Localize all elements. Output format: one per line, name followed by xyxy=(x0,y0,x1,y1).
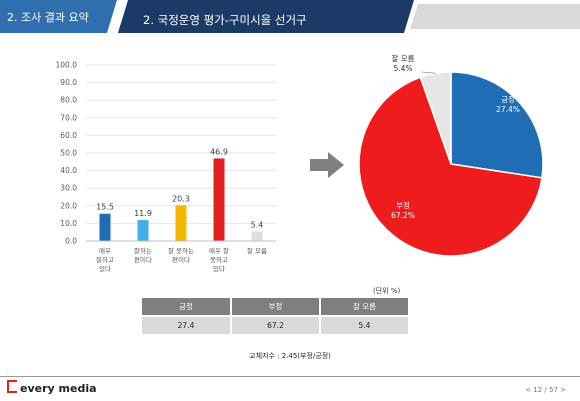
x-category-label: 편이다 xyxy=(134,255,152,264)
unit-label: (단위 %) xyxy=(373,287,401,295)
y-tick-label: 100.0 xyxy=(56,61,78,70)
x-category-label: 잘 못하는 xyxy=(168,246,194,255)
footer-divider xyxy=(0,376,580,377)
x-category-label: 못하고 xyxy=(210,255,228,264)
logo-bracket-icon xyxy=(7,380,17,393)
bar-value-label: 15.5 xyxy=(96,203,114,212)
results-table: 긍정 부정 잘 모름 27.4 67.2 5.4 xyxy=(142,298,410,334)
x-category-label: 매우 xyxy=(99,247,111,255)
y-tick-label: 0.0 xyxy=(65,237,77,246)
page-indicator: < 12 / 57 > xyxy=(525,386,566,394)
bar xyxy=(251,231,263,241)
y-tick-label: 40.0 xyxy=(60,166,77,175)
x-category-label: 있다 xyxy=(99,264,111,273)
pie-slice-label: 긍정 xyxy=(501,94,515,104)
pie-slice-value: 5.4% xyxy=(393,64,412,73)
x-category-label: 편이다 xyxy=(172,255,190,264)
page-title: 2. 국정운영 평가-구미시을 선거구 xyxy=(143,13,307,27)
x-category-label: 잘 모름 xyxy=(247,247,267,255)
y-tick-label: 50.0 xyxy=(60,149,77,158)
y-tick-label: 90.0 xyxy=(60,78,77,87)
table-value-positive: 27.4 xyxy=(142,315,232,334)
bar-value-label: 46.9 xyxy=(210,147,228,156)
y-tick-label: 30.0 xyxy=(60,184,77,193)
every-media-logo: every media xyxy=(7,380,97,395)
y-tick-label: 10.0 xyxy=(60,219,77,228)
bar xyxy=(213,158,225,241)
bar-chart: 0.0 10.0 20.0 30.0 40.0 50.0 60.0 70.0 80.0 90.0 1… xyxy=(56,61,276,273)
pie-slice xyxy=(358,76,543,257)
table-value-unknown: 5.4 xyxy=(320,315,410,334)
y-tick-label: 80.0 xyxy=(60,96,77,105)
right-arrow-icon xyxy=(310,152,344,178)
bar-value-label: 20.3 xyxy=(172,194,190,203)
x-category-label: 있다 xyxy=(213,264,225,273)
table-value-negative: 67.2 xyxy=(231,315,321,334)
x-category-label: 매우 잘 xyxy=(209,247,229,255)
leader-line xyxy=(421,71,436,74)
bar xyxy=(175,205,187,241)
y-tick-label: 70.0 xyxy=(60,113,77,122)
bar xyxy=(99,213,111,241)
section-label: 2. 조사 결과 요약 xyxy=(7,11,89,24)
pie-slice-label: 잘 모름 xyxy=(391,54,414,63)
bar-value-label: 11.9 xyxy=(134,209,152,218)
table-header-unknown: 잘 모름 xyxy=(320,298,410,316)
pie-slice-label: 부정 xyxy=(396,200,410,210)
y-tick-label: 60.0 xyxy=(60,131,77,140)
header-bar xyxy=(0,0,580,33)
pie-slice xyxy=(450,71,544,179)
pie-slice-value: 27.4% xyxy=(496,105,520,114)
pie-slice xyxy=(419,71,452,165)
bar-value-label: 5.4 xyxy=(251,220,264,229)
section-tab: 2. 조사 결과 요약 xyxy=(0,0,120,33)
bar xyxy=(137,220,149,241)
x-category-label: 잘하고 xyxy=(96,255,114,264)
x-category-label: 잘하는 xyxy=(134,246,152,255)
pie-slice-value: 67.2% xyxy=(391,211,415,220)
replacement-index-note: 교체지수 : 2.45(부정/긍정) xyxy=(249,352,331,360)
y-tick-label: 20.0 xyxy=(60,201,77,210)
table-header-positive: 긍정 xyxy=(142,298,232,316)
table-header-negative: 부정 xyxy=(231,298,321,316)
